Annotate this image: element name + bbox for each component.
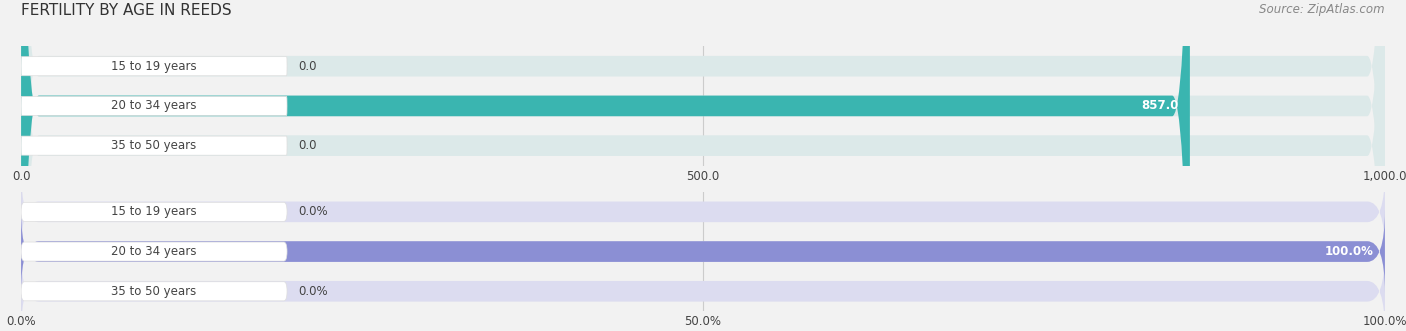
Text: 15 to 19 years: 15 to 19 years bbox=[111, 60, 197, 73]
FancyBboxPatch shape bbox=[21, 210, 1385, 293]
FancyBboxPatch shape bbox=[21, 170, 1385, 253]
FancyBboxPatch shape bbox=[21, 0, 1189, 331]
Text: 35 to 50 years: 35 to 50 years bbox=[111, 139, 197, 152]
Text: 0.0: 0.0 bbox=[298, 60, 316, 73]
FancyBboxPatch shape bbox=[21, 96, 287, 116]
Text: 20 to 34 years: 20 to 34 years bbox=[111, 245, 197, 258]
Text: Source: ZipAtlas.com: Source: ZipAtlas.com bbox=[1260, 3, 1385, 16]
FancyBboxPatch shape bbox=[21, 0, 1385, 331]
FancyBboxPatch shape bbox=[21, 282, 287, 301]
Text: 15 to 19 years: 15 to 19 years bbox=[111, 205, 197, 218]
FancyBboxPatch shape bbox=[21, 242, 287, 261]
FancyBboxPatch shape bbox=[21, 0, 1385, 331]
Text: FERTILITY BY AGE IN REEDS: FERTILITY BY AGE IN REEDS bbox=[21, 3, 232, 18]
FancyBboxPatch shape bbox=[21, 0, 1385, 331]
FancyBboxPatch shape bbox=[21, 202, 287, 221]
Text: 35 to 50 years: 35 to 50 years bbox=[111, 285, 197, 298]
Text: 0.0%: 0.0% bbox=[298, 285, 328, 298]
Text: 0.0%: 0.0% bbox=[298, 205, 328, 218]
FancyBboxPatch shape bbox=[21, 57, 287, 76]
FancyBboxPatch shape bbox=[21, 136, 287, 155]
FancyBboxPatch shape bbox=[21, 250, 1385, 331]
Text: 100.0%: 100.0% bbox=[1324, 245, 1374, 258]
Text: 20 to 34 years: 20 to 34 years bbox=[111, 99, 197, 113]
FancyBboxPatch shape bbox=[21, 210, 1385, 293]
Text: 857.0: 857.0 bbox=[1142, 99, 1180, 113]
Text: 0.0: 0.0 bbox=[298, 139, 316, 152]
